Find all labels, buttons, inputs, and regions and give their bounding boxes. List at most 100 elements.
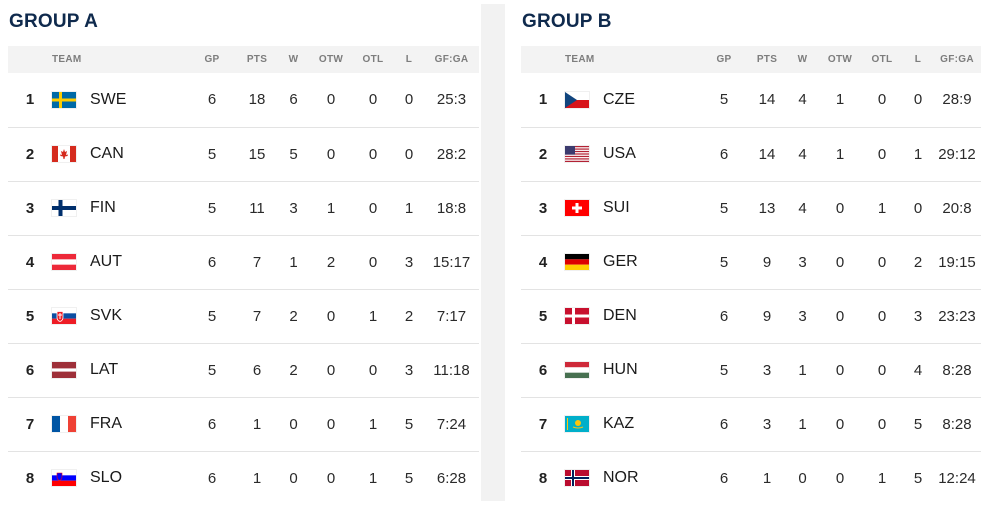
l-header[interactable]: L <box>405 54 413 65</box>
team-link[interactable]: DEN <box>565 307 700 325</box>
gfga-cell: 15:17 <box>432 253 471 271</box>
rank-cell: 6 <box>538 361 548 379</box>
team-code: SWE <box>90 90 127 108</box>
team-header[interactable]: TEAM <box>565 54 595 65</box>
team-link[interactable]: HUN <box>565 361 700 379</box>
team-link[interactable]: SWE <box>52 91 187 109</box>
gp-cell: 5 <box>207 361 217 379</box>
table-row[interactable]: 5 SVK 5 7 2 0 1 2 7:17 <box>8 289 479 343</box>
table-row[interactable]: 4 AUT 6 7 1 2 0 3 15:17 <box>8 235 479 289</box>
team-cell[interactable]: CAN <box>52 127 187 181</box>
gfga-cell: 6:28 <box>436 469 467 487</box>
team-link[interactable]: AUT <box>52 253 187 271</box>
otl-header[interactable]: OTL <box>871 54 893 65</box>
team-cell[interactable]: GER <box>565 235 700 289</box>
w-header[interactable]: W <box>288 54 299 65</box>
team-code: HUN <box>603 361 638 378</box>
w-header[interactable]: W <box>797 54 808 65</box>
team-cell[interactable]: SLO <box>52 451 187 505</box>
table-row[interactable]: 6 HUN 5 3 1 0 0 4 8:28 <box>521 343 981 397</box>
team-cell[interactable]: KAZ <box>565 397 700 451</box>
otl-cell: 1 <box>368 415 378 433</box>
team-cell[interactable]: HUN <box>565 343 700 397</box>
team-cell[interactable]: SWE <box>52 73 187 127</box>
gp-header[interactable]: GP <box>204 54 220 65</box>
pts-cell: 1 <box>762 469 772 487</box>
gfga-cell: 20:8 <box>942 199 972 217</box>
gfga-cell: 19:15 <box>938 253 976 271</box>
rank-cell: 3 <box>538 199 548 217</box>
team-link[interactable]: SUI <box>565 199 700 217</box>
team-cell[interactable]: FIN <box>52 181 187 235</box>
team-cell[interactable]: SUI <box>565 181 700 235</box>
team-link[interactable]: SVK <box>52 307 187 325</box>
table-row[interactable]: 3 SUI 5 13 4 0 1 0 20:8 <box>521 181 981 235</box>
austria-flag-icon <box>52 254 76 270</box>
team-link[interactable]: USA <box>565 145 700 163</box>
gp-cell: 6 <box>207 91 217 109</box>
table-row[interactable]: 7 KAZ 6 3 1 0 0 5 8:28 <box>521 397 981 451</box>
pts-header[interactable]: PTS <box>756 54 778 65</box>
gp-cell: 5 <box>719 91 729 109</box>
table-row[interactable]: 2 CAN 5 15 5 0 0 0 28:2 <box>8 127 479 181</box>
team-link[interactable]: LAT <box>52 361 187 379</box>
table-row[interactable]: 1 CZE 5 14 4 1 0 0 28:9 <box>521 73 981 127</box>
l-cell: 2 <box>913 253 923 271</box>
table-row[interactable]: 5 DEN 6 9 3 0 0 3 23:23 <box>521 289 981 343</box>
table-row[interactable]: 2 USA 6 14 4 1 0 1 29:12 <box>521 127 981 181</box>
otl-cell: 1 <box>877 469 887 487</box>
w-cell: 1 <box>798 361 807 379</box>
otw-header[interactable]: OTW <box>827 54 853 65</box>
gfga-header[interactable]: GF:GA <box>940 54 974 65</box>
table-row[interactable]: 1 SWE 6 18 6 0 0 0 25:3 <box>8 73 479 127</box>
gp-cell: 6 <box>207 253 217 271</box>
germany-flag-icon <box>565 254 589 270</box>
table-header: TEAM GP PTS W OTW OTL L GF:GA <box>8 46 479 73</box>
team-link[interactable]: CAN <box>52 145 187 163</box>
gp-header[interactable]: GP <box>716 54 732 65</box>
table-row[interactable]: 8 NOR 6 1 0 0 1 5 12:24 <box>521 451 981 505</box>
table-row[interactable]: 6 LAT 5 6 2 0 0 3 11:18 <box>8 343 479 397</box>
pts-header[interactable]: PTS <box>246 54 268 65</box>
team-cell[interactable]: USA <box>565 127 700 181</box>
gfga-header[interactable]: GF:GA <box>434 54 469 65</box>
gfga-cell: 29:12 <box>938 145 976 163</box>
team-cell[interactable]: NOR <box>565 451 700 505</box>
team-code: FIN <box>90 199 116 216</box>
team-cell[interactable]: FRA <box>52 397 187 451</box>
team-link[interactable]: CZE <box>565 91 700 109</box>
otw-header[interactable]: OTW <box>318 54 344 65</box>
w-cell: 1 <box>798 415 807 433</box>
team-code: CZE <box>603 90 635 108</box>
gfga-cell: 12:24 <box>938 469 976 487</box>
table-row[interactable]: 4 GER 5 9 3 0 0 2 19:15 <box>521 235 981 289</box>
otl-header[interactable]: OTL <box>362 54 384 65</box>
l-cell: 2 <box>404 307 414 325</box>
gfga-cell: 7:24 <box>436 415 467 433</box>
team-link[interactable]: FRA <box>52 415 187 433</box>
w-cell: 4 <box>798 91 807 109</box>
w-cell: 0 <box>289 415 298 433</box>
team-cell[interactable]: DEN <box>565 289 700 343</box>
otw-cell: 0 <box>326 469 336 487</box>
pts-cell: 1 <box>252 415 262 433</box>
l-header[interactable]: L <box>914 54 922 65</box>
team-link[interactable]: FIN <box>52 199 187 217</box>
pts-cell: 13 <box>758 199 776 217</box>
team-link[interactable]: SLO <box>52 469 187 487</box>
team-link[interactable]: NOR <box>565 469 700 487</box>
team-cell[interactable]: LAT <box>52 343 187 397</box>
table-row[interactable]: 7 FRA 6 1 0 0 1 5 7:24 <box>8 397 479 451</box>
gp-cell: 5 <box>207 307 217 325</box>
team-link[interactable]: GER <box>565 253 700 271</box>
team-header[interactable]: TEAM <box>52 54 82 65</box>
table-row[interactable]: 8 SLO 6 1 0 0 1 5 6:28 <box>8 451 479 505</box>
pts-cell: 14 <box>758 145 776 163</box>
team-cell[interactable]: CZE <box>565 73 700 127</box>
team-link[interactable]: KAZ <box>565 415 700 433</box>
team-cell[interactable]: AUT <box>52 235 187 289</box>
team-code: DEN <box>603 307 637 324</box>
table-row[interactable]: 3 FIN 5 11 3 1 0 1 18:8 <box>8 181 479 235</box>
rank-header <box>521 46 565 73</box>
team-cell[interactable]: SVK <box>52 289 187 343</box>
